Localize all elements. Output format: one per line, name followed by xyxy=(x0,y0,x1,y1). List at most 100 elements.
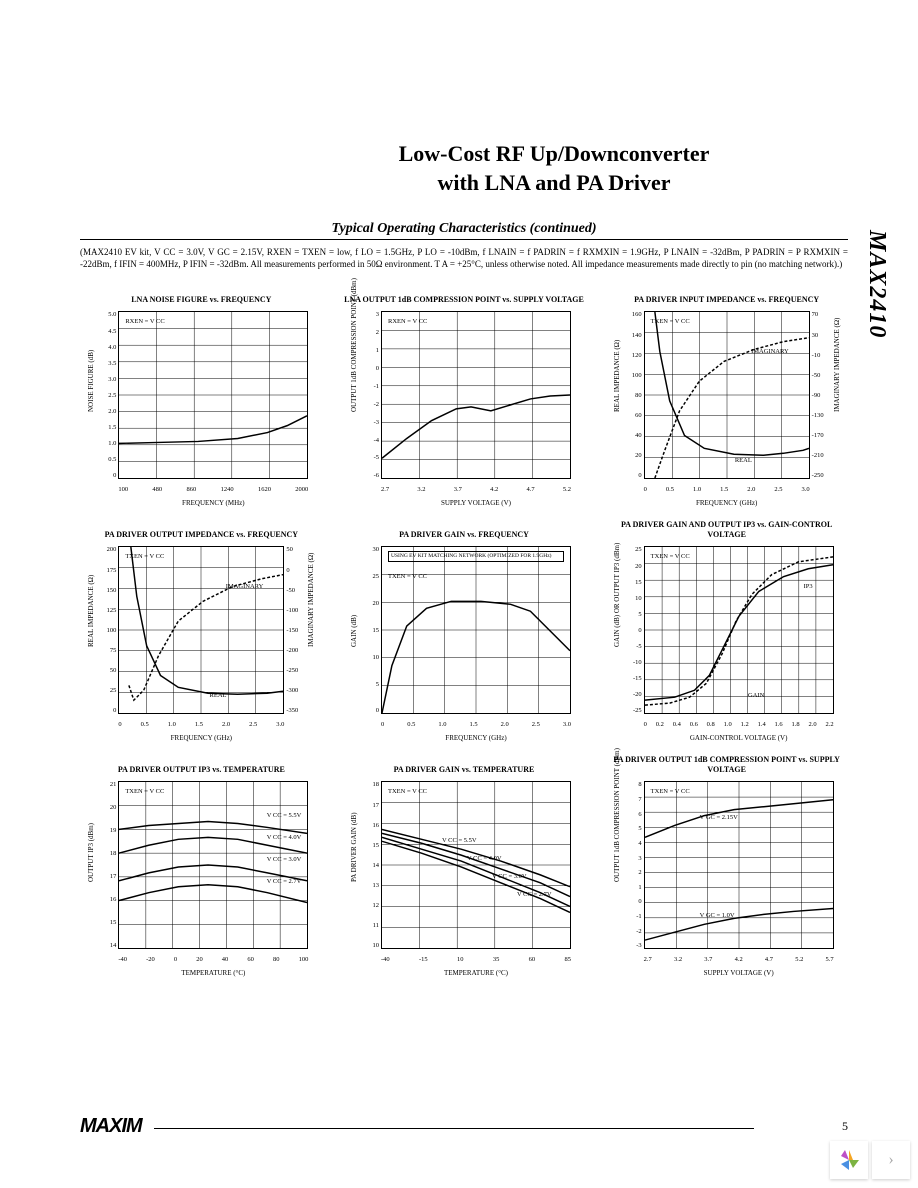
chart-annotation-2: IP3 xyxy=(804,583,813,590)
y-axis-label: REAL IMPEDANCE (Ω) xyxy=(613,402,621,412)
y-ticks: 2520151050-5-10-15-20-25 xyxy=(622,546,642,714)
x-axis-label: FREQUENCY (GHz) xyxy=(644,499,810,507)
y-ticks: 2001751501251007550250 xyxy=(96,546,116,714)
y-ticks: 181716151413121110 xyxy=(359,781,379,949)
x-axis-label: GAIN-CONTROL VOLTAGE (V) xyxy=(644,734,834,742)
chart-title: PA DRIVER OUTPUT IMPEDANCE vs. FREQUENCY xyxy=(105,519,299,539)
y-axis-label: OUTPUT 1dB COMPRESSION POINT (dBm) xyxy=(350,402,358,412)
chart-body: GAIN (dB) OR OUTPUT IP3 (dBm)2520151050-… xyxy=(612,542,842,742)
chart-annotation-2: IMAGINARY xyxy=(751,348,789,355)
chart-annotation-3: GAIN xyxy=(748,692,764,699)
chart-annotation: TXEN = V CC xyxy=(651,318,690,325)
y-ticks: 3210-1-2-3-4-5-6 xyxy=(359,311,379,479)
series-label: V CC = 3.0V xyxy=(492,873,527,880)
chart-body: OUTPUT 1dB COMPRESSION POINT (dBm)876543… xyxy=(612,777,842,977)
page-footer: MAXIM 5 xyxy=(80,1115,848,1138)
x-ticks: 00.51.01.52.02.53.0 xyxy=(381,721,571,728)
chart-annotation: RXEN = V CC xyxy=(388,318,427,325)
series-label: V CC = 4.0V xyxy=(467,855,502,862)
chart-body: REAL IMPEDANCE (Ω) IMAGINARY IMPEDANCE (Ω… xyxy=(612,307,842,507)
chart-annotation: RXEN = V CC xyxy=(125,318,164,325)
y2-axis-label: IMAGINARY IMPEDANCE (Ω) xyxy=(833,402,841,412)
partner-icon[interactable] xyxy=(830,1141,868,1179)
test-conditions: (MAX2410 EV kit, V CC = 3.0V, V GC = 2.1… xyxy=(80,246,848,270)
chart-title: PA DRIVER GAIN vs. FREQUENCY xyxy=(399,519,529,539)
x-ticks: -40-20020406080100 xyxy=(118,956,308,963)
y2-ticks: 7030-10-50-90-130-170-210-250 xyxy=(812,311,834,479)
series-label: V CC = 5.5V xyxy=(442,837,477,844)
chart-annotation-box: USING EV KIT MATCHING NETWORK (OPTIMIZED… xyxy=(388,551,564,561)
plot-area: TXEN = V CCV CC = 5.5VV CC = 4.0VV CC = … xyxy=(118,781,308,949)
chart-body: NOISE FIGURE (dB)5.04.54.03.53.02.52.01.… xyxy=(86,307,316,507)
datasheet-page: MAX2410 Low-Cost RF Up/Downconverter wit… xyxy=(0,0,918,1037)
corner-widget[interactable]: › xyxy=(830,1140,910,1180)
chart-annotation: TXEN = V CC xyxy=(651,788,690,795)
y-axis-label: PA DRIVER GAIN (dB) xyxy=(350,872,358,882)
x-axis-label: FREQUENCY (GHz) xyxy=(118,734,284,742)
maxim-logo: MAXIM xyxy=(80,1115,142,1137)
chart-8: PA DRIVER OUTPUT 1dB COMPRESSION POINT v… xyxy=(605,754,848,977)
plot-area: TXEN = V CC IP3 GAIN xyxy=(644,546,834,714)
chart-body: REAL IMPEDANCE (Ω)IMAGINARY IMPEDANCE (Ω… xyxy=(86,542,316,742)
chart-title: PA DRIVER OUTPUT 1dB COMPRESSION POINT v… xyxy=(605,754,848,774)
chart-3: PA DRIVER OUTPUT IMPEDANCE vs. FREQUENCY… xyxy=(80,519,323,742)
y-axis-label: OUTPUT IP3 (dBm) xyxy=(87,872,95,882)
chart-annotation-3: REAL xyxy=(735,457,752,464)
chart-title: PA DRIVER GAIN AND OUTPUT IP3 vs. GAIN-C… xyxy=(605,519,848,539)
main-title: Low-Cost RF Up/Downconverter with LNA an… xyxy=(80,140,848,197)
x-ticks: 2.73.23.74.24.75.25.7 xyxy=(644,956,834,963)
plot-area: TXEN = V CC IMAGINARY REAL xyxy=(644,311,810,479)
x-axis-label: TEMPERATURE (°C) xyxy=(118,969,308,977)
maxim-logo-block: MAXIM xyxy=(80,1115,754,1138)
series-label: V GC = 2.15V xyxy=(700,814,738,821)
x-ticks: 00.51.01.52.02.53.0 xyxy=(644,486,810,493)
chart-2: PA DRIVER INPUT IMPEDANCE vs. FREQUENCY R… xyxy=(605,284,848,507)
chart-4: PA DRIVER GAIN vs. FREQUENCY GAIN (dB)302… xyxy=(343,519,586,742)
chart-6: PA DRIVER OUTPUT IP3 vs. TEMPERATURE OUTP… xyxy=(80,754,323,977)
chart-title: PA DRIVER OUTPUT IP3 vs. TEMPERATURE xyxy=(118,754,285,774)
y2-axis-label: IMAGINARY IMPEDANCE (Ω) xyxy=(307,637,315,647)
chart-annotation: TXEN = V CC xyxy=(125,553,164,560)
next-arrow-icon[interactable]: › xyxy=(872,1141,910,1179)
chart-annotation: TXEN = V CC xyxy=(651,553,690,560)
y-axis-label: NOISE FIGURE (dB) xyxy=(87,402,95,412)
x-axis-label: FREQUENCY (GHz) xyxy=(381,734,571,742)
chart-body: OUTPUT 1dB COMPRESSION POINT (dBm)3210-1… xyxy=(349,307,579,507)
x-ticks: 100480860124016202000 xyxy=(118,486,308,493)
title-line-1: Low-Cost RF Up/Downconverter xyxy=(260,140,848,169)
series-label: V CC = 5.5V xyxy=(267,812,302,819)
chart-annotation-3: REAL xyxy=(210,692,227,699)
series-label: V GC = 1.0V xyxy=(700,912,735,919)
plot-area: RXEN = V CC xyxy=(118,311,308,479)
chart-annotation: TXEN = V CC xyxy=(388,788,427,795)
section-title: Typical Operating Characteristics (conti… xyxy=(80,221,848,240)
y-axis-label: OUTPUT 1dB COMPRESSION POINT (dBm) xyxy=(613,872,621,882)
chart-title: PA DRIVER INPUT IMPEDANCE vs. FREQUENCY xyxy=(634,284,819,304)
chart-5: PA DRIVER GAIN AND OUTPUT IP3 vs. GAIN-C… xyxy=(605,519,848,742)
chart-body: GAIN (dB)302520151050 USING EV KIT MATCHI… xyxy=(349,542,579,742)
chart-0: LNA NOISE FIGURE vs. FREQUENCY NOISE FIGU… xyxy=(80,284,323,507)
x-axis-label: SUPPLY VOLTAGE (V) xyxy=(644,969,834,977)
chart-7: PA DRIVER GAIN vs. TEMPERATURE PA DRIVER … xyxy=(343,754,586,977)
y-ticks: 2120191817161514 xyxy=(96,781,116,949)
plot-area: TXEN = V CC IMAGINARY REAL xyxy=(118,546,284,714)
x-ticks: 00.20.40.60.81.01.21.41.61.82.02.2 xyxy=(644,721,834,728)
y-axis-label: GAIN (dB) OR OUTPUT IP3 (dBm) xyxy=(613,637,621,647)
chart-annotation-2: IMAGINARY xyxy=(226,583,264,590)
y-ticks: 302520151050 xyxy=(359,546,379,714)
title-line-2: with LNA and PA Driver xyxy=(260,169,848,198)
y-ticks: 876543210-1-2-3 xyxy=(622,781,642,949)
x-ticks: 00.51.01.52.02.53.0 xyxy=(118,721,284,728)
plot-area: TXEN = V CC V CC = 5.5V V CC = 4.0V V CC = … xyxy=(381,781,571,949)
chart-1: LNA OUTPUT 1dB COMPRESSION POINT vs. SUP… xyxy=(343,284,586,507)
chart-annotation: TXEN = V CC xyxy=(388,573,427,580)
chart-title: PA DRIVER GAIN vs. TEMPERATURE xyxy=(394,754,535,774)
charts-grid: LNA NOISE FIGURE vs. FREQUENCY NOISE FIGU… xyxy=(80,284,848,977)
part-number-vertical: MAX2410 xyxy=(863,230,890,338)
y-ticks: 160140120100806040200 xyxy=(622,311,642,479)
y-axis-label: GAIN (dB) xyxy=(350,637,358,647)
x-axis-label: FREQUENCY (MHz) xyxy=(118,499,308,507)
chart-body: OUTPUT IP3 (dBm)2120191817161514TXEN = V… xyxy=(86,777,316,977)
chart-title: LNA NOISE FIGURE vs. FREQUENCY xyxy=(131,284,271,304)
x-ticks: 2.73.23.74.24.75.2 xyxy=(381,486,571,493)
